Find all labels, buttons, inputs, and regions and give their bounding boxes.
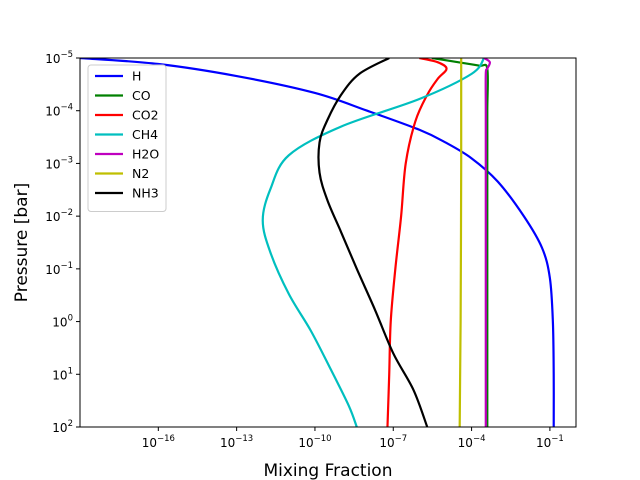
x-tick-label: 10−10 [298, 434, 331, 450]
series-layer [80, 58, 555, 427]
series-line-co [431, 58, 489, 427]
y-tick-label: 100 [52, 314, 73, 330]
y-tick-label: 101 [52, 366, 73, 382]
legend-label-n2: N2 [132, 166, 149, 181]
ticks-layer: 10−16 10−13 10−10 10−7 10−4 10−1 10−5 10−4 10−3 1… [45, 50, 564, 450]
legend-label-h: H [132, 69, 141, 84]
x-tick-label: 10−13 [220, 434, 253, 450]
x-tick-label: 10−1 [536, 434, 564, 450]
legend-label-co: CO [132, 88, 151, 103]
series-line-nh3 [317, 58, 429, 427]
x-tick-label: 10−4 [458, 434, 486, 450]
x-axis-title: Mixing Fraction [263, 461, 392, 480]
y-tick-label: 10−5 [45, 50, 73, 66]
y-tick-label: 10−3 [45, 155, 73, 171]
series-line-ch4 [261, 58, 485, 427]
x-tick-label: 10−7 [379, 434, 407, 450]
legend-label-ch4: CH4 [132, 127, 158, 142]
y-tick-label: 102 [52, 419, 73, 435]
plot-frame [79, 57, 577, 428]
y-tick-label: 10−2 [45, 208, 73, 224]
legend-label-co2: CO2 [132, 108, 159, 123]
y-axis-title: Pressure [bar] [12, 183, 32, 302]
series-line-co2 [386, 58, 448, 427]
series-line-h [80, 58, 555, 427]
y-tick-label: 10−4 [45, 103, 73, 119]
legend-box [87, 64, 167, 212]
legend-label-h2o: H2O [132, 147, 159, 162]
legend: H CO CO2 CH4 H2O N2 NH3 [87, 64, 167, 212]
series-line-n2 [458, 58, 463, 427]
legend-label-nh3: NH3 [132, 186, 159, 201]
series-line-h2o [483, 58, 491, 427]
y-tick-label: 10−1 [45, 261, 73, 277]
x-tick-label: 10−16 [142, 434, 175, 450]
